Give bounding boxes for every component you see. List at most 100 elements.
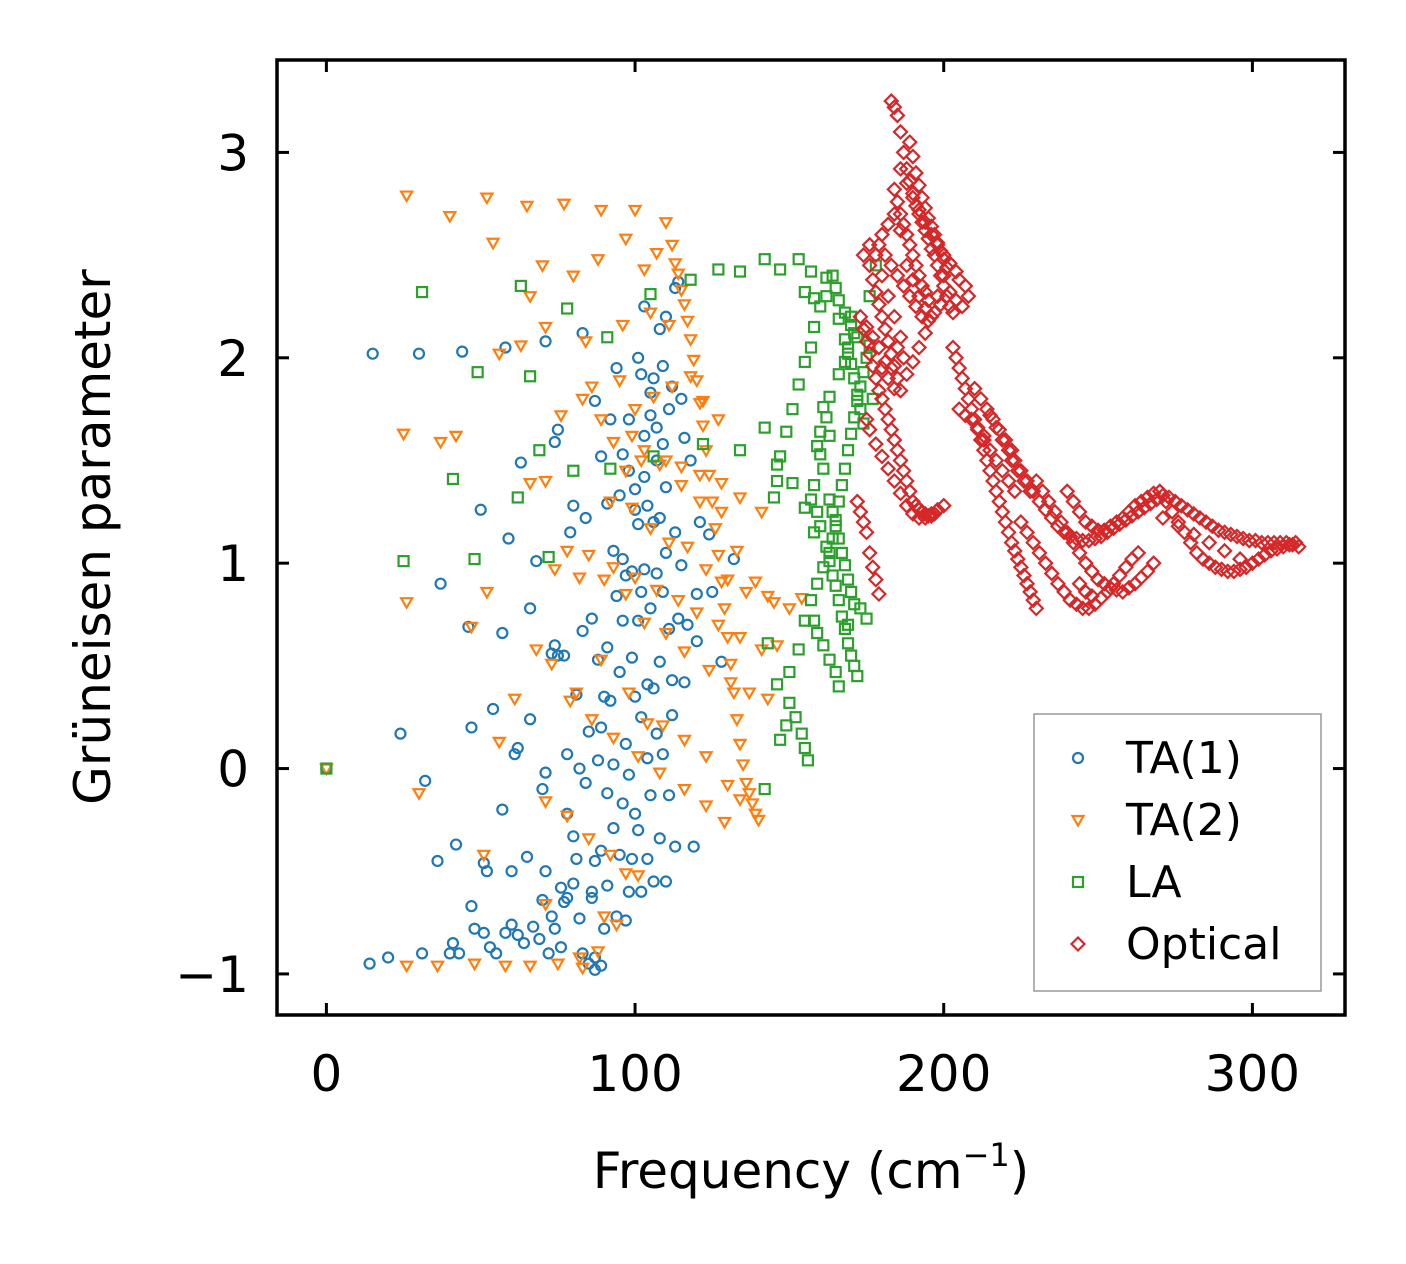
data-point-ta-2 [646, 391, 661, 405]
data-point-ta-1 [635, 368, 648, 381]
data-point-ta-2 [633, 455, 649, 469]
data-point-ta-2 [677, 646, 692, 660]
data-point-ta-1 [703, 528, 716, 541]
x-tick-label: 200 [896, 1045, 991, 1103]
data-point-ta-1 [662, 403, 676, 416]
data-point-ta-1 [561, 891, 574, 905]
data-point-optical [1120, 579, 1137, 596]
data-point-ta-1 [638, 563, 651, 576]
data-point-la [801, 754, 815, 767]
data-point-optical [886, 205, 903, 223]
data-point-ta-2 [661, 537, 677, 551]
data-point-ta-2 [649, 247, 665, 261]
data-point-ta-1 [520, 850, 534, 863]
data-point-ta-1 [514, 456, 527, 469]
data-point-la [817, 400, 830, 414]
data-point-optical [1006, 542, 1023, 559]
data-point-optical [1052, 514, 1070, 531]
data-point-ta-2 [766, 597, 782, 610]
data-point-ta-1 [496, 803, 509, 816]
data-point-la [845, 318, 858, 332]
data-point-optical [1228, 528, 1246, 545]
data-point-ta-2 [692, 496, 708, 510]
data-point-ta-2 [624, 502, 640, 516]
data-point-ta-1 [576, 624, 589, 638]
data-point-ta-2 [627, 572, 643, 586]
data-point-ta-2 [695, 420, 711, 434]
data-point-ta-2 [399, 190, 415, 204]
data-point-la [814, 300, 827, 313]
data-point-la [684, 273, 697, 286]
data-point-optical [1201, 534, 1218, 551]
data-point-ta-2 [464, 621, 479, 635]
data-point-la [511, 491, 524, 504]
x-axis-label: Frequency (cm−1) [593, 1136, 1030, 1200]
y-tick-label: 3 [217, 124, 249, 182]
data-point-ta-2 [627, 204, 643, 218]
data-point-ta-2 [565, 270, 581, 284]
data-point-ta-2 [738, 586, 754, 600]
data-point-ta-2 [732, 632, 748, 645]
data-point-optical [1173, 497, 1190, 514]
data-point-ta-2 [661, 319, 677, 333]
data-point-optical [861, 421, 878, 438]
data-point-optical [870, 236, 887, 253]
data-point-optical [929, 501, 946, 518]
data-point-optical [877, 247, 894, 264]
data-point-ta-1 [366, 347, 379, 360]
data-point-ta-1 [641, 752, 654, 765]
data-point-ta-1 [585, 612, 598, 625]
data-point-la [524, 370, 537, 383]
data-point-optical [880, 333, 897, 350]
data-point-ta-2 [683, 334, 699, 348]
data-point-ta-2 [513, 340, 529, 354]
data-point-la [857, 366, 870, 379]
data-point-ta-2 [748, 576, 763, 590]
data-point-ta-2 [781, 603, 797, 617]
data-point-la [798, 741, 811, 755]
data-point-optical [1269, 540, 1286, 557]
data-point-ta-2 [596, 911, 612, 925]
data-point-ta-1 [690, 635, 703, 648]
data-point-la [841, 573, 855, 586]
data-point-la [823, 390, 836, 403]
data-point-ta-2 [535, 260, 550, 274]
data-point-optical [1222, 526, 1239, 543]
data-point-ta-2 [572, 952, 587, 966]
data-point-ta-2 [522, 960, 538, 974]
data-point-ta-2 [673, 284, 689, 298]
data-point-optical [889, 267, 906, 284]
data-point-optical [917, 284, 934, 301]
data-point-optical [870, 585, 887, 603]
data-point-ta-1 [431, 854, 444, 868]
data-point-optical [1191, 509, 1208, 527]
data-point-la [644, 288, 657, 301]
data-point-optical [889, 193, 906, 210]
data-point-ta-1 [595, 959, 608, 972]
data-point-ta-2 [467, 958, 482, 972]
data-point-ta-2 [689, 607, 705, 621]
data-point-optical [886, 380, 903, 397]
data-point-optical [1275, 538, 1292, 555]
data-point-optical [1046, 503, 1063, 520]
data-point-ta-1 [650, 421, 663, 434]
data-point-optical [898, 257, 915, 274]
data-point-ta-1 [490, 947, 503, 960]
data-point-optical [1262, 542, 1279, 559]
data-point-ta-2 [590, 254, 606, 267]
data-point-optical [926, 505, 943, 522]
data-point-optical [1059, 483, 1076, 500]
data-point-ta-2 [698, 564, 714, 578]
data-point-ta-1 [656, 748, 669, 761]
data-point-la [817, 462, 830, 475]
data-point-ta-1 [570, 852, 583, 866]
data-point-optical [889, 339, 906, 356]
data-point-ta-1 [567, 499, 580, 512]
data-point-optical [988, 452, 1005, 469]
data-point-ta-1 [415, 947, 429, 960]
data-point-ta-2 [519, 200, 535, 214]
data-point-la [848, 598, 861, 611]
data-point-optical [985, 411, 1002, 428]
data-point-ta-2 [590, 946, 606, 960]
data-point-ta-2 [738, 777, 754, 791]
